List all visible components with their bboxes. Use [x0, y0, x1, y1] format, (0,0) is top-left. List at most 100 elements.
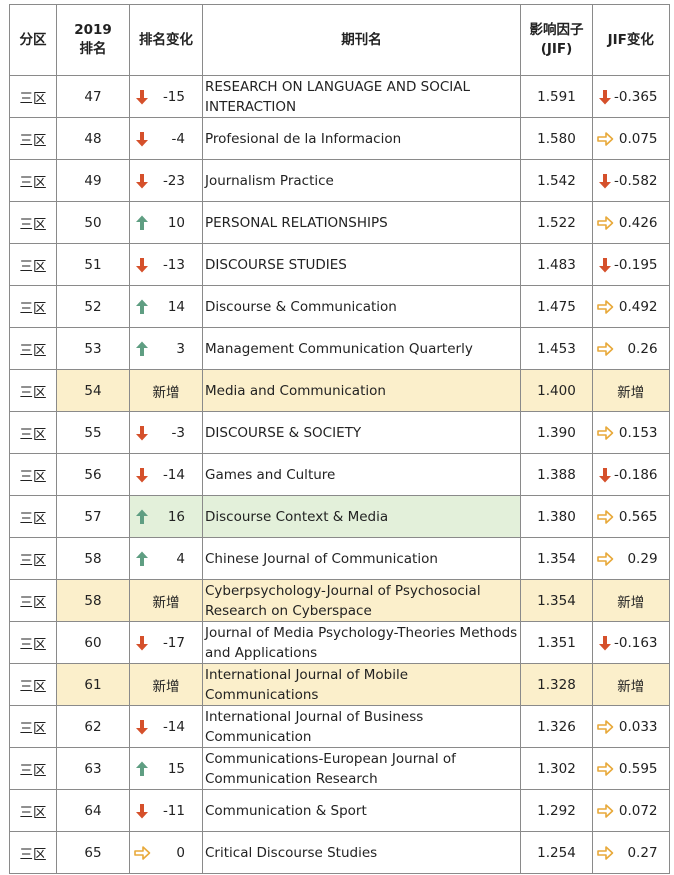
arrow-down-icon	[136, 131, 148, 146]
table-row: 三区 64 -11 Communication & Sport 1.292 0.072	[9, 789, 670, 832]
arrow-right-icon	[597, 341, 614, 356]
jif-cell: 1.390	[520, 411, 593, 454]
jif-change-cell: 0.426	[592, 201, 670, 244]
rank-change-wrap: 14	[130, 298, 202, 316]
jif-cell: 1.354	[520, 579, 593, 622]
jif-change-cell: 0.29	[592, 537, 670, 580]
rank-cell: 53	[56, 327, 130, 370]
zone-cell: 三区	[9, 453, 57, 496]
jif-cell: 1.292	[520, 789, 593, 832]
journal-name-cell: International Journal of Business Commun…	[202, 705, 521, 748]
journal-name: PERSONAL RELATIONSHIPS	[205, 214, 388, 231]
rank-change-value: -15	[162, 88, 185, 105]
table-row: 三区 61 新增 International Journal of Mobile Co…	[9, 663, 670, 706]
journal-name-cell: DISCOURSE STUDIES	[202, 243, 521, 286]
header-rank-year: 2019	[74, 22, 112, 38]
rank-change-cell: 新增	[129, 663, 203, 706]
jif-change-cell: 新增	[592, 663, 670, 706]
rank-change-cell: 15	[129, 747, 203, 790]
rank-change-wrap: -14	[130, 718, 202, 736]
jif-change-cell: -0.582	[592, 159, 670, 202]
arrow-down-icon	[136, 425, 148, 440]
rank-cell: 57	[56, 495, 130, 538]
header-jif: 影响因子 (JIF)	[520, 4, 593, 76]
journal-name: Critical Discourse Studies	[205, 844, 378, 861]
rank-change-cell: 新增	[129, 579, 203, 622]
jif-change-value: 0.565	[618, 508, 658, 525]
journal-name-cell: Journal of Media Psychology-Theories Met…	[202, 621, 521, 664]
jif-change-value: 0.26	[627, 340, 658, 357]
jif-change-cell: -0.365	[592, 75, 670, 118]
arrow-up-icon	[136, 299, 148, 314]
table-row: 三区 48 -4 Profesional de la Informacion 1.580…	[9, 117, 670, 160]
jif-cell: 1.475	[520, 285, 593, 328]
zone-cell: 三区	[9, 663, 57, 706]
rank-cell: 56	[56, 453, 130, 496]
rank-change-wrap: 15	[130, 760, 202, 778]
jif-change-wrap: 0.565	[593, 508, 669, 526]
header-jif-label: 影响因子	[529, 22, 584, 38]
table-row: 三区 54 新增 Media and Communication 1.400 新增	[9, 369, 670, 412]
jif-change-cell: 新增	[592, 369, 670, 412]
rank-change-value: -14	[162, 718, 185, 735]
arrow-down-icon	[599, 89, 611, 104]
table-row: 三区 55 -3 DISCOURSE & SOCIETY 1.390 0.153	[9, 411, 670, 454]
jif-change-cell: 0.492	[592, 285, 670, 328]
jif-change-cell: 0.075	[592, 117, 670, 160]
journal-name: Profesional de la Informacion	[205, 130, 402, 147]
rank-change-value: -14	[162, 466, 185, 483]
jif-change-cell: 0.26	[592, 327, 670, 370]
rank-change-value: 14	[167, 298, 185, 315]
jif-change-value: 0.595	[618, 760, 658, 777]
rank-change-wrap: -17	[130, 634, 202, 652]
header-rank: 2019 排名	[56, 4, 130, 76]
rank-change-cell: 3	[129, 327, 203, 370]
arrow-down-icon	[136, 635, 148, 650]
journal-name: Journalism Practice	[205, 172, 334, 189]
zone-cell: 三区	[9, 327, 57, 370]
jif-cell: 1.388	[520, 453, 593, 496]
rank-change-value: -3	[171, 424, 185, 441]
journal-name-cell: Cyberpsychology-Journal of Psychosocial …	[202, 579, 521, 622]
zone-cell: 三区	[9, 369, 57, 412]
jif-change-value: 0.075	[618, 130, 658, 147]
journal-name-cell: Chinese Journal of Communication	[202, 537, 521, 580]
journal-name: Communications-European Journal of Commu…	[205, 750, 456, 787]
rank-change-cell: 10	[129, 201, 203, 244]
journal-name: International Journal of Mobile Communic…	[205, 666, 409, 703]
rank-change-cell: -14	[129, 705, 203, 748]
table-row: 三区 51 -13 DISCOURSE STUDIES 1.483 -0.195	[9, 243, 670, 286]
table-row: 三区 49 -23 Journalism Practice 1.542 -0.582	[9, 159, 670, 202]
journal-name: Cyberpsychology-Journal of Psychosocial …	[205, 582, 481, 619]
arrow-down-icon	[136, 89, 148, 104]
rank-change-value: 10	[167, 214, 185, 231]
arrow-down-icon	[599, 635, 611, 650]
jif-change-wrap: 0.27	[593, 844, 669, 862]
rank-cell: 55	[56, 411, 130, 454]
journal-ranking-table: 分区 2019 排名 排名变化 期刊名 影响因子 (JIF) JIF变化 三区 4…	[9, 4, 670, 874]
rank-cell: 61	[56, 663, 130, 706]
jif-change-cell: 新增	[592, 579, 670, 622]
table-row: 三区 63 15 Communications-European Journal of…	[9, 747, 670, 790]
jif-cell: 1.453	[520, 327, 593, 370]
zone-cell: 三区	[9, 243, 57, 286]
arrow-right-icon	[597, 803, 614, 818]
jif-change-value: -0.186	[614, 466, 658, 483]
arrow-right-icon	[597, 299, 614, 314]
jif-change-wrap: -0.186	[593, 466, 669, 484]
rank-change-wrap: -14	[130, 466, 202, 484]
jif-change-wrap: -0.582	[593, 172, 669, 190]
rank-change-cell: 16	[129, 495, 203, 538]
table-row: 三区 65 0 Critical Discourse Studies 1.254 0.27	[9, 831, 670, 874]
journal-name-cell: Discourse & Communication	[202, 285, 521, 328]
jif-change-cell: -0.186	[592, 453, 670, 496]
rank-cell: 50	[56, 201, 130, 244]
rank-change-value: -4	[171, 130, 185, 147]
journal-name: Discourse & Communication	[205, 298, 397, 315]
journal-name: Management Communication Quarterly	[205, 340, 473, 357]
zone-cell: 三区	[9, 621, 57, 664]
jif-change-value: -0.163	[614, 634, 658, 651]
journal-name-cell: Media and Communication	[202, 369, 521, 412]
journal-name: Media and Communication	[205, 382, 386, 399]
rank-change-cell: -14	[129, 453, 203, 496]
